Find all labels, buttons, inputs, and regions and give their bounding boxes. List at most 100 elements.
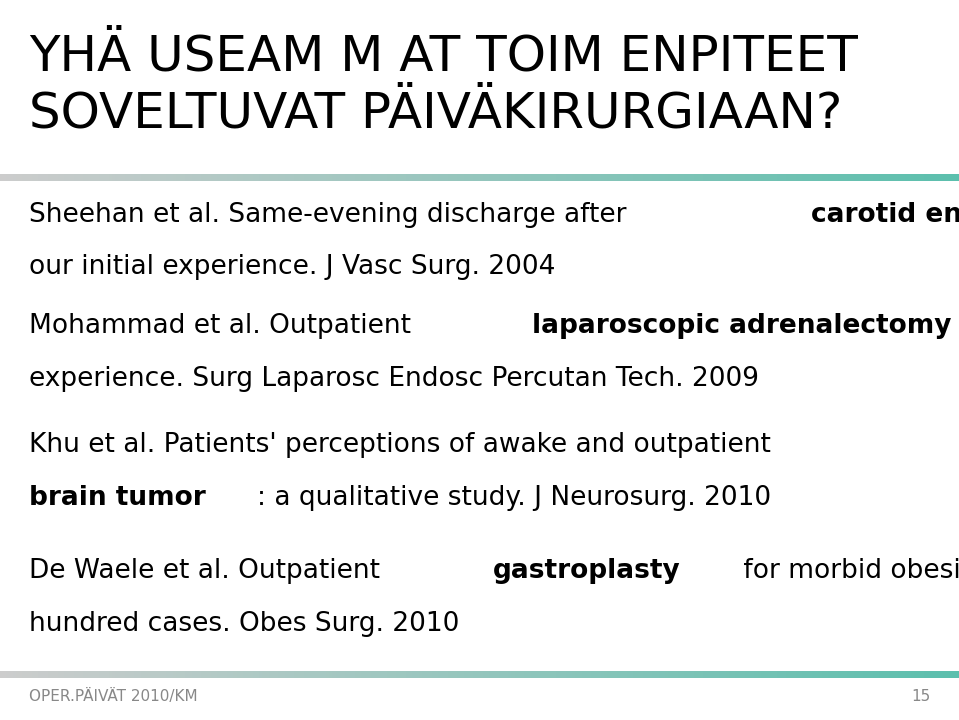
Bar (314, 174, 316, 181)
Bar (362, 671, 364, 678)
Bar (118, 174, 122, 181)
Bar (882, 671, 885, 678)
Bar (732, 174, 736, 181)
Bar (812, 174, 815, 181)
Bar (930, 174, 933, 181)
Bar (895, 174, 899, 181)
Bar (937, 174, 940, 181)
Bar (170, 174, 173, 181)
Bar (252, 671, 256, 678)
Bar (665, 174, 668, 181)
Bar (480, 671, 482, 678)
Bar (489, 174, 492, 181)
Bar (876, 671, 879, 678)
Bar (425, 174, 429, 181)
Bar (674, 671, 678, 678)
Bar (530, 174, 534, 181)
Bar (470, 174, 473, 181)
Bar (218, 671, 221, 678)
Bar (693, 671, 697, 678)
Bar (671, 174, 674, 181)
Bar (751, 174, 755, 181)
Bar (182, 671, 185, 678)
Bar (429, 671, 432, 678)
Bar (729, 174, 732, 181)
Bar (748, 174, 751, 181)
Bar (415, 671, 419, 678)
Bar (930, 671, 933, 678)
Bar (307, 174, 310, 181)
Bar (377, 671, 381, 678)
Bar (851, 671, 854, 678)
Bar (211, 174, 214, 181)
Bar (597, 671, 601, 678)
Text: brain tumor: brain tumor (29, 485, 205, 510)
Bar (889, 174, 892, 181)
Bar (374, 671, 377, 678)
Bar (508, 671, 511, 678)
Bar (179, 671, 182, 678)
Bar (841, 174, 844, 181)
Bar (604, 671, 607, 678)
Bar (367, 671, 371, 678)
Text: gastroplasty: gastroplasty (493, 558, 680, 584)
Bar (12, 671, 16, 678)
Bar (173, 671, 175, 678)
Bar (333, 174, 336, 181)
Bar (856, 671, 860, 678)
Bar (713, 671, 716, 678)
Bar (339, 174, 342, 181)
Bar (927, 671, 930, 678)
Bar (89, 671, 93, 678)
Bar (141, 174, 144, 181)
Bar (326, 671, 329, 678)
Bar (463, 671, 467, 678)
Bar (860, 174, 863, 181)
Bar (304, 671, 307, 678)
Bar (592, 671, 595, 678)
Bar (189, 174, 192, 181)
Bar (617, 671, 620, 678)
Bar (825, 174, 828, 181)
Bar (304, 174, 307, 181)
Bar (774, 671, 777, 678)
Bar (582, 671, 585, 678)
Bar (131, 671, 134, 678)
Bar (240, 174, 243, 181)
Bar (592, 174, 595, 181)
Bar (904, 671, 908, 678)
Bar (595, 174, 597, 181)
Bar (643, 671, 645, 678)
Bar (3, 174, 7, 181)
Bar (125, 671, 128, 678)
Bar (112, 671, 115, 678)
Bar (105, 174, 108, 181)
Bar (467, 671, 470, 678)
Bar (901, 174, 904, 181)
Bar (192, 671, 195, 678)
Bar (559, 671, 563, 678)
Bar (45, 174, 48, 181)
Bar (527, 174, 530, 181)
Text: Sheehan et al. Same-evening discharge after: Sheehan et al. Same-evening discharge af… (29, 202, 635, 228)
Bar (58, 174, 60, 181)
Bar (336, 671, 339, 678)
Bar (393, 671, 396, 678)
Bar (26, 174, 29, 181)
Bar (732, 671, 736, 678)
Bar (770, 174, 774, 181)
Bar (147, 671, 151, 678)
Bar (927, 174, 930, 181)
Bar (444, 174, 448, 181)
Bar (582, 174, 585, 181)
Bar (329, 671, 333, 678)
Bar (221, 671, 223, 678)
Bar (614, 174, 617, 181)
Bar (336, 174, 339, 181)
Bar (227, 174, 230, 181)
Bar (803, 671, 806, 678)
Bar (400, 671, 403, 678)
Bar (406, 671, 409, 678)
Bar (847, 671, 851, 678)
Bar (189, 671, 192, 678)
